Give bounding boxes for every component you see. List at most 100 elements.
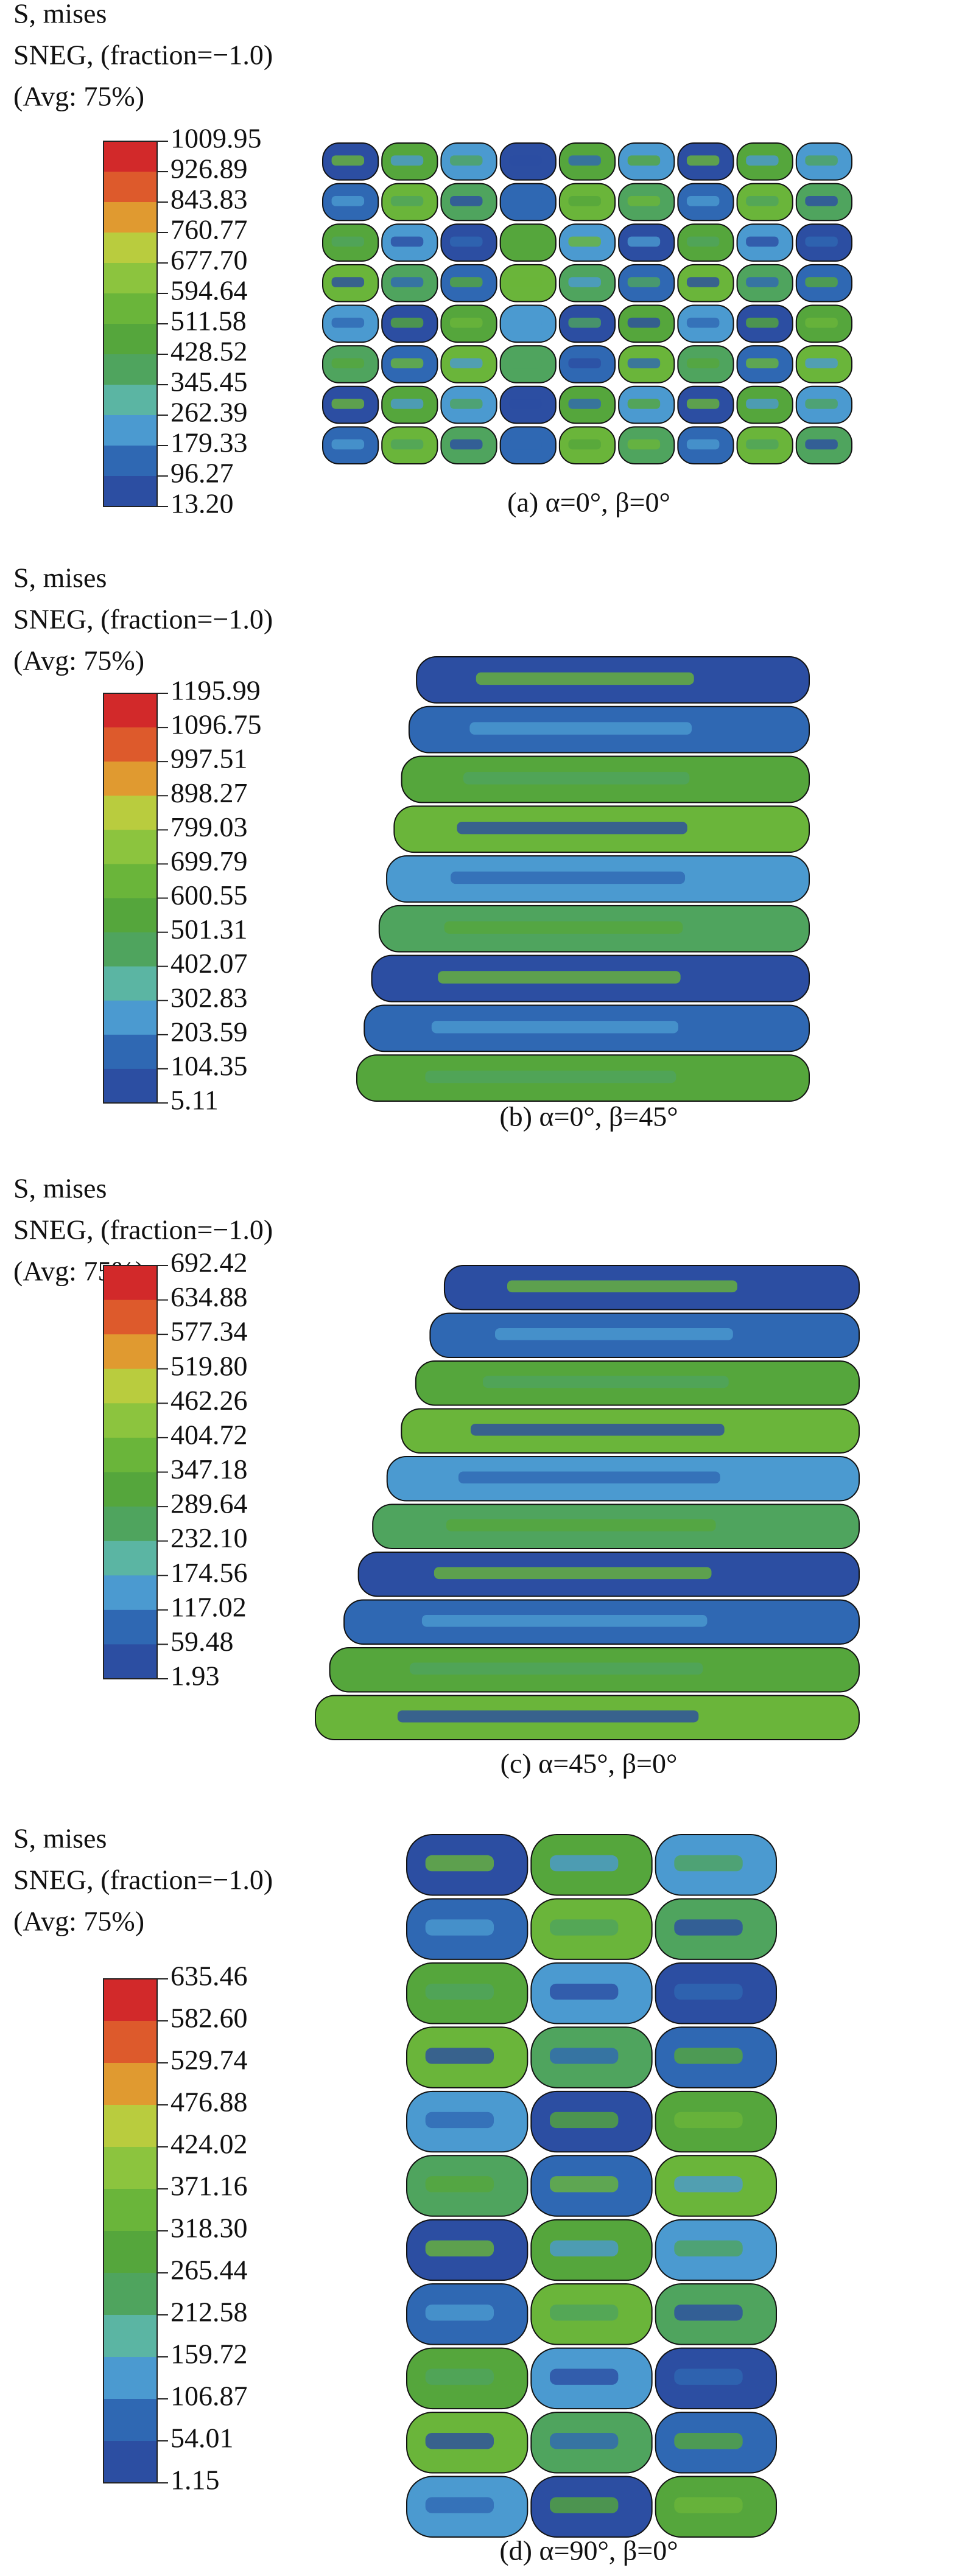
legend-label: 402.07: [170, 948, 248, 979]
legend-label: 511.58: [170, 306, 247, 337]
fiber-stripe: [686, 195, 720, 206]
fiber-stripe: [568, 358, 601, 369]
fiber-stripe: [509, 195, 542, 206]
fiber-stripe: [627, 439, 661, 450]
fiber-stripe: [627, 399, 661, 409]
legend-band: [104, 415, 157, 446]
fiber-stripe: [425, 2112, 494, 2129]
fiber-stripe: [549, 2048, 619, 2064]
legend-band: [104, 233, 157, 264]
legend-header: (Avg: 75%): [13, 81, 144, 112]
legend-label: 106.87: [170, 2381, 248, 2412]
fiber-stripe: [674, 2433, 743, 2449]
legend-band: [104, 2105, 157, 2147]
legend-label: 212.58: [170, 2297, 248, 2328]
fiber-stripe: [390, 155, 424, 166]
legend-band: [104, 761, 157, 796]
fiber-stripe: [627, 317, 661, 328]
legend-label: 404.72: [170, 1419, 248, 1450]
legend-band: [104, 324, 157, 355]
fiber-stripe: [627, 195, 661, 206]
legend-label: 677.70: [170, 245, 248, 276]
fiber-stripe: [438, 971, 681, 984]
fiber-stripe: [509, 277, 542, 287]
legend-band: [104, 727, 157, 762]
legend-label: 519.80: [170, 1350, 248, 1381]
legend-band: [104, 830, 157, 864]
fiber-stripe: [390, 195, 424, 206]
fiber-stripe: [425, 1070, 676, 1083]
fiber-stripe: [450, 439, 483, 450]
fiber-stripe: [805, 358, 838, 369]
fiber-stripe: [450, 399, 483, 409]
legend-band: [104, 2147, 157, 2189]
fiber-stripe: [746, 399, 779, 409]
legend-label: 529.74: [170, 2045, 248, 2076]
fiber-stripe: [549, 2305, 619, 2321]
fiber-stripe: [425, 1919, 494, 1936]
legend-band: [104, 2399, 157, 2441]
fiber-stripe: [331, 195, 365, 206]
fiber-stripe: [627, 277, 661, 287]
legend-label: 501.31: [170, 914, 248, 945]
legend-label: 371.16: [170, 2171, 248, 2202]
fiber-stripe: [331, 317, 365, 328]
legend-header: SNEG, (fraction=−1.0): [13, 1214, 273, 1245]
fiber-stripe: [425, 2048, 494, 2064]
fiber-stripe: [686, 399, 720, 409]
fiber-stripe: [686, 277, 720, 287]
fiber-stripe: [674, 2497, 743, 2513]
fiber-stripe: [463, 772, 690, 785]
legend-band: [104, 2063, 157, 2105]
fiber-stripe: [390, 236, 424, 247]
fiber-stripe: [451, 871, 686, 884]
legend-band: [104, 1300, 157, 1335]
legend-band: [104, 2273, 157, 2315]
legend-label: 476.88: [170, 2087, 248, 2118]
fiber-stripe: [444, 921, 683, 934]
legend-label: 600.55: [170, 880, 248, 911]
fiber-stripe: [674, 2368, 743, 2385]
legend-band: [104, 966, 157, 1001]
legend-label: 577.34: [170, 1316, 248, 1347]
fiber-stripe: [674, 1919, 743, 1936]
fiber-stripe: [686, 358, 720, 369]
legend-band: [104, 2231, 157, 2273]
legend-band: [104, 1472, 157, 1507]
fiber-stripe: [390, 358, 424, 369]
fiber-stripe: [568, 399, 601, 409]
fiber-stripe: [450, 155, 483, 166]
fiber-stripe: [549, 2497, 619, 2513]
legend-label: 179.33: [170, 427, 248, 458]
legend-band: [104, 1068, 157, 1104]
legend-band: [104, 1437, 157, 1472]
fiber-stripe: [805, 277, 838, 287]
fe-model: [322, 142, 853, 464]
fiber-stripe: [509, 155, 542, 166]
fiber-stripe: [746, 439, 779, 450]
fiber-stripe: [509, 317, 542, 328]
fiber-stripe: [674, 1983, 743, 2000]
fiber-stripe: [568, 439, 601, 450]
fiber-stripe: [331, 399, 365, 409]
fiber-stripe: [469, 722, 692, 735]
legend-label: 843.83: [170, 184, 248, 215]
fiber-stripe: [746, 277, 779, 287]
fiber-stripe: [674, 1855, 743, 1872]
legend-band: [104, 293, 157, 324]
fiber-stripe: [568, 236, 601, 247]
fiber-stripe: [805, 317, 838, 328]
legend-band: [104, 1541, 157, 1576]
legend-band: [104, 1609, 157, 1645]
panel: S, mises SNEG, (fraction=−1.0) (Avg: 75%) 1…: [13, 562, 810, 1132]
fiber-stripe: [409, 1662, 703, 1675]
fiber-stripe: [805, 236, 838, 247]
legend-label: 13.20: [170, 488, 234, 519]
legend-label: 1195.99: [170, 675, 261, 706]
fiber-stripe: [425, 2305, 494, 2321]
fe-model: [356, 656, 810, 1102]
fiber-stripe: [549, 1855, 619, 1872]
fiber-stripe: [674, 2048, 743, 2064]
legend-label: 54.01: [170, 2423, 234, 2454]
